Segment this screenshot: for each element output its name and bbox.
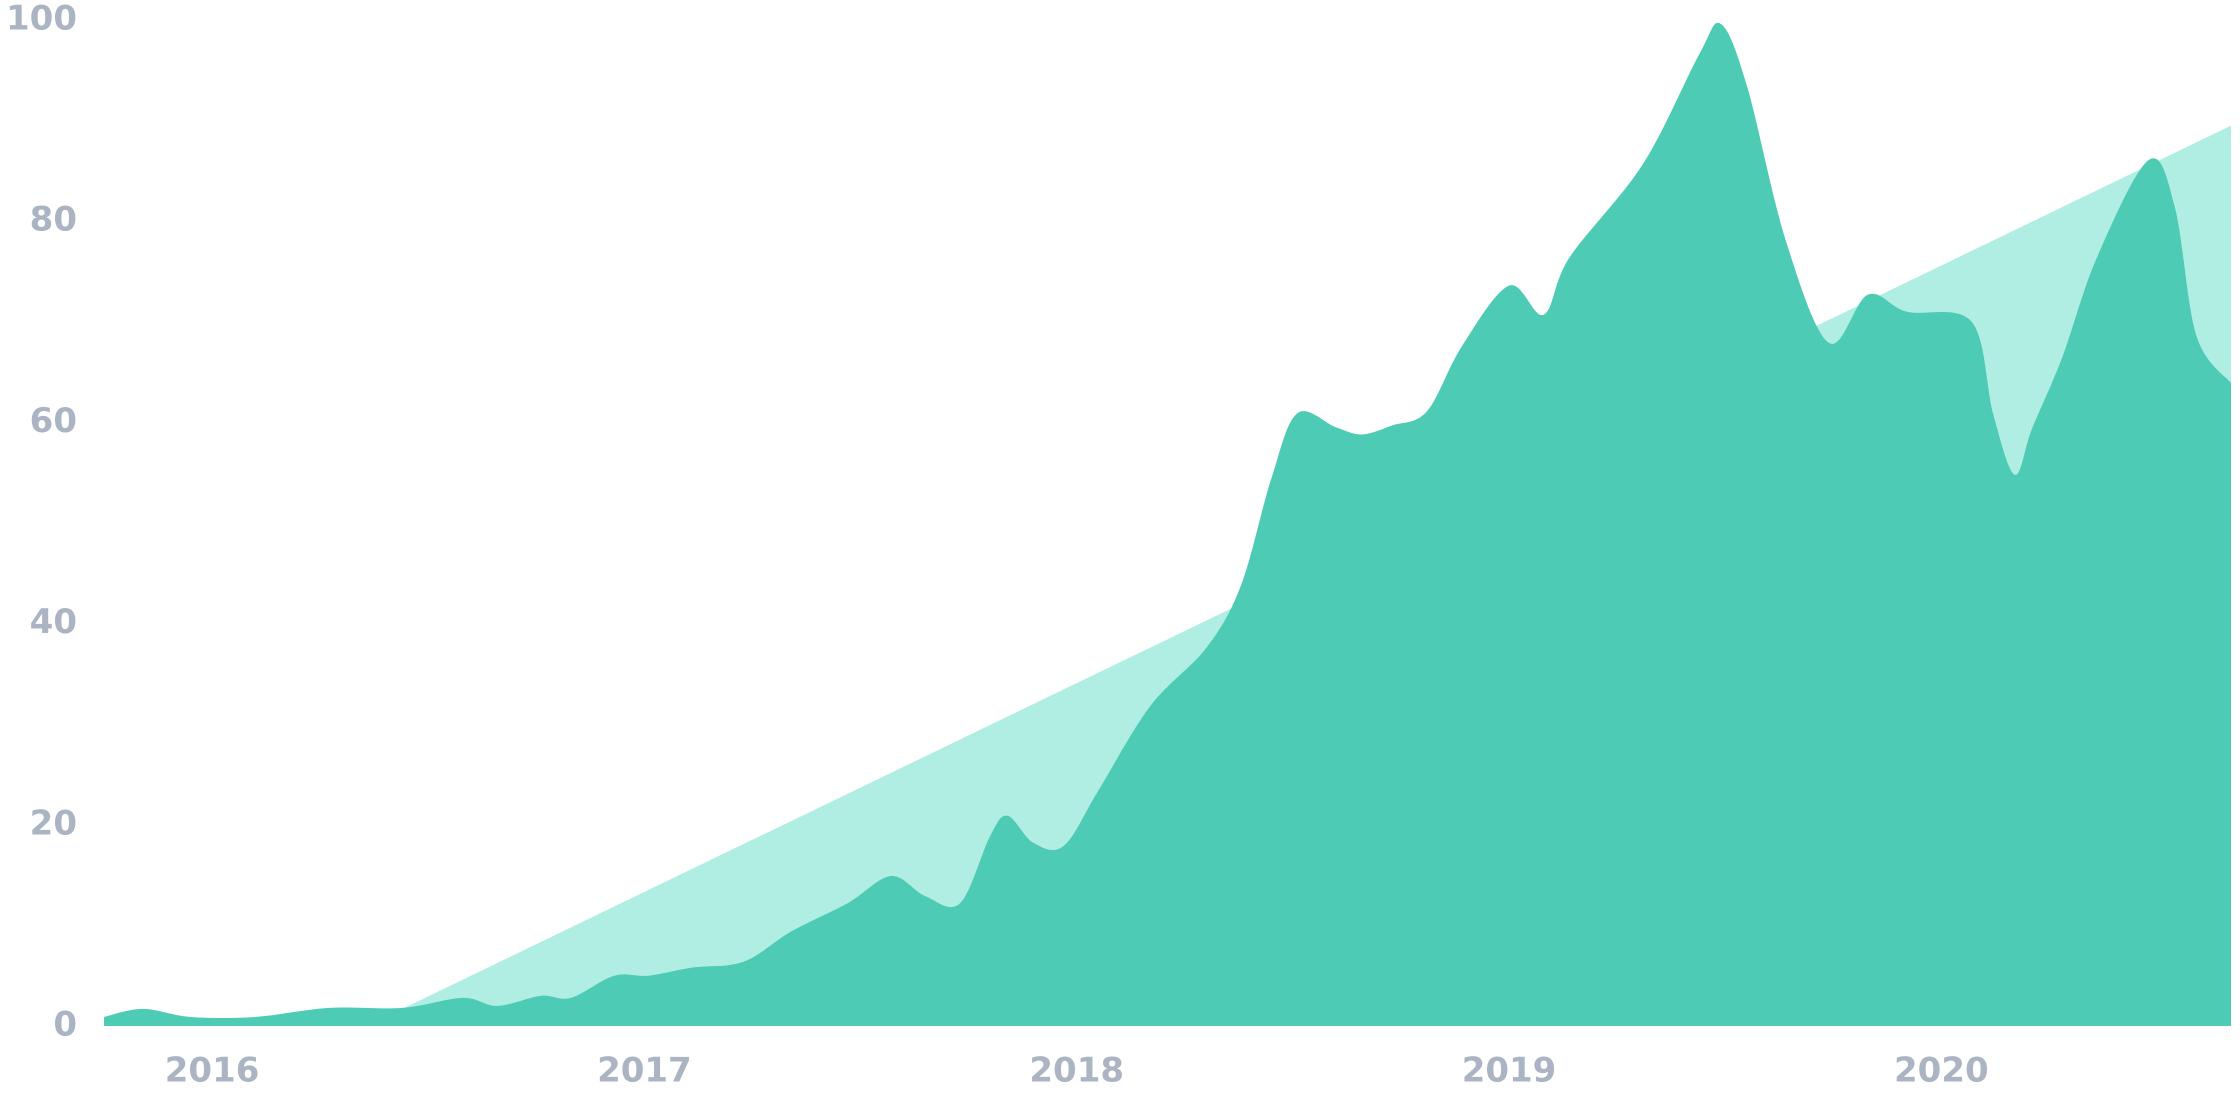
y-tick-label: 20 — [30, 803, 77, 843]
y-tick-label: 0 — [53, 1005, 77, 1045]
x-tick-label: 2020 — [1894, 1051, 1989, 1091]
x-tick-label: 2016 — [165, 1051, 260, 1091]
area — [104, 22, 2231, 1026]
y-tick-label: 40 — [30, 602, 77, 642]
x-tick-label: 2018 — [1029, 1051, 1124, 1091]
y-tick-label: 80 — [30, 200, 77, 240]
y-tick-label: 60 — [30, 401, 77, 441]
x-tick-label: 2019 — [1462, 1051, 1557, 1091]
y-tick-label: 100 — [6, 0, 77, 39]
x-tick-label: 2017 — [597, 1051, 692, 1091]
